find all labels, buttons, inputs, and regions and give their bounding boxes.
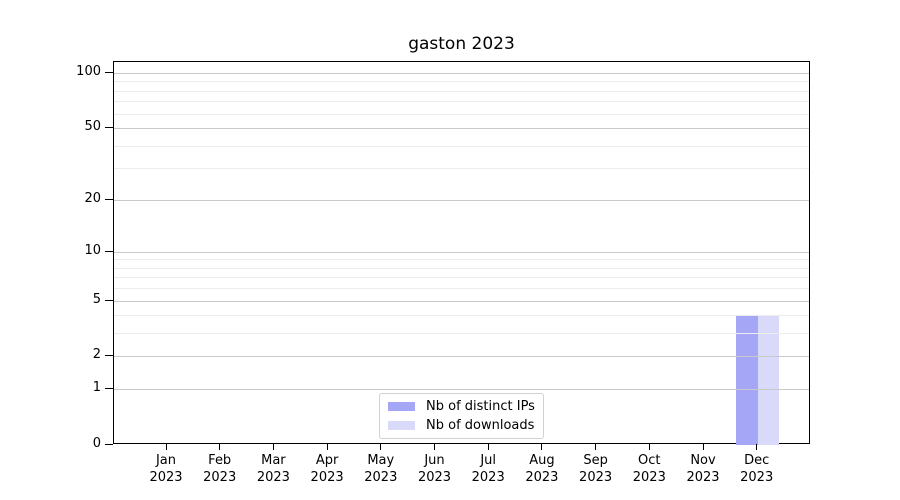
y-tick-label-100: 100 — [76, 64, 101, 80]
x-tick-mark-jan-2023 — [165, 444, 167, 450]
x-tick-label-apr-2023: Apr 2023 — [310, 453, 344, 485]
gridline-70 — [114, 101, 809, 103]
gridline-5 — [114, 300, 809, 302]
y-tick-mark-5 — [105, 299, 113, 301]
y-tick-mark-50 — [105, 127, 113, 129]
x-tick-label-mar-2023: Mar 2023 — [256, 453, 290, 485]
gridline-50 — [114, 128, 809, 130]
x-tick-label-jun-2023: Jun 2023 — [417, 453, 452, 485]
bar-downloads-dec-2023 — [757, 315, 780, 445]
x-tick-label-dec-2023: Dec 2023 — [740, 453, 774, 485]
y-tick-label-1: 1 — [92, 380, 101, 396]
gridline-100 — [114, 73, 809, 75]
x-tick-label-oct-2023: Oct 2023 — [632, 453, 666, 485]
gridline-3 — [114, 333, 809, 335]
legend-label-downloads: Nb of downloads — [426, 417, 535, 433]
x-tick-mark-nov-2023 — [702, 444, 704, 450]
gridline-80 — [114, 90, 809, 92]
x-tick-mark-jul-2023 — [487, 444, 489, 450]
gridline-6 — [114, 288, 809, 290]
gridline-7 — [114, 277, 809, 279]
bar-distinct-ips-dec-2023 — [736, 315, 758, 445]
x-tick-mark-aug-2023 — [541, 444, 543, 450]
x-tick-label-may-2023: May 2023 — [364, 453, 398, 485]
y-tick-mark-1 — [105, 388, 113, 390]
legend: Nb of distinct IPs Nb of downloads — [379, 393, 544, 439]
gridline-4 — [114, 315, 809, 317]
gridline-1 — [114, 389, 809, 391]
y-tick-mark-100 — [105, 72, 113, 74]
x-tick-label-feb-2023: Feb 2023 — [203, 453, 237, 485]
y-tick-mark-10 — [105, 250, 113, 252]
gridline-90 — [114, 81, 809, 83]
grid-layer — [114, 62, 809, 443]
x-tick-mark-jun-2023 — [434, 444, 435, 450]
x-tick-mark-feb-2023 — [219, 444, 221, 450]
y-tick-mark-0 — [105, 444, 113, 445]
gridline-20 — [114, 199, 809, 201]
y-tick-mark-20 — [105, 198, 113, 200]
chart-title: gaston 2023 — [408, 34, 515, 54]
gridline-8 — [114, 267, 809, 269]
y-tick-label-2: 2 — [92, 347, 101, 363]
gridline-10 — [114, 251, 809, 253]
y-tick-label-20: 20 — [84, 190, 101, 206]
x-tick-mark-mar-2023 — [272, 444, 274, 450]
legend-swatch-distinct-ips — [388, 402, 415, 412]
legend-item-distinct-ips: Nb of distinct IPs — [388, 399, 535, 414]
bar-layer — [114, 62, 809, 445]
gridline-30 — [114, 168, 809, 170]
legend-item-downloads: Nb of downloads — [388, 418, 535, 433]
x-tick-label-aug-2023: Aug 2023 — [525, 453, 559, 485]
gridline-60 — [114, 113, 809, 115]
y-tick-label-0: 0 — [92, 436, 101, 451]
x-tick-mark-sep-2023 — [595, 444, 597, 450]
legend-swatch-downloads — [388, 420, 415, 430]
x-tick-mark-dec-2023 — [756, 444, 758, 450]
x-tick-label-jul-2023: Jul 2023 — [471, 453, 505, 485]
y-tick-label-50: 50 — [84, 119, 101, 135]
gridline-2 — [114, 356, 809, 358]
y-tick-label-10: 10 — [84, 242, 101, 258]
y-tick-mark-2 — [105, 355, 113, 357]
x-tick-mark-may-2023 — [380, 444, 382, 450]
y-tick-label-5: 5 — [92, 291, 101, 307]
legend-label-distinct-ips: Nb of distinct IPs — [426, 399, 535, 415]
x-tick-label-jan-2023: Jan 2023 — [149, 453, 183, 485]
x-tick-label-sep-2023: Sep 2023 — [579, 453, 613, 485]
x-tick-label-nov-2023: Nov 2023 — [686, 453, 720, 485]
gridline-40 — [114, 145, 809, 147]
gridline-9 — [114, 259, 809, 261]
x-tick-mark-oct-2023 — [648, 444, 650, 450]
plot-area: Nb of distinct IPs Nb of downloads — [113, 61, 810, 445]
x-tick-mark-apr-2023 — [326, 444, 328, 450]
